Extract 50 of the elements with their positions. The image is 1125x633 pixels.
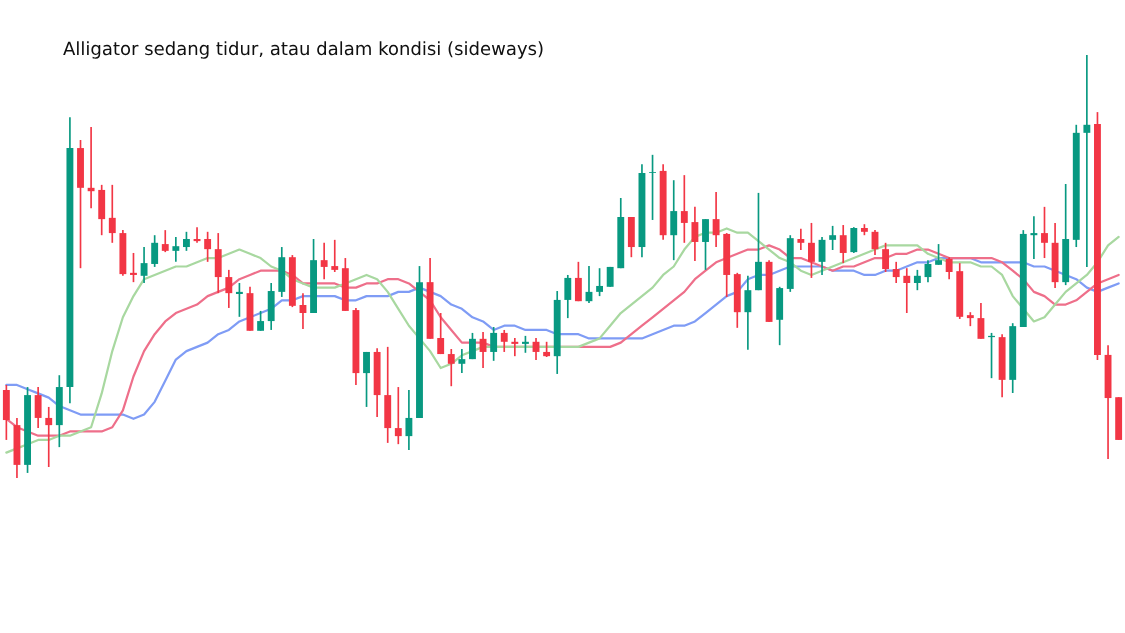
candlestick	[935, 243, 942, 266]
candlestick	[140, 246, 148, 284]
candlestick	[394, 386, 402, 445]
candlestick	[161, 229, 169, 253]
candlestick	[183, 230, 190, 252]
candlestick	[458, 348, 466, 374]
candlestick	[564, 274, 572, 319]
candlestick	[87, 126, 95, 209]
candlestick	[808, 222, 815, 279]
candlestick	[469, 332, 476, 360]
candlestick	[108, 184, 116, 244]
candlestick	[1041, 206, 1048, 259]
candlestick	[363, 351, 370, 408]
candlestick	[882, 241, 890, 273]
candlestick	[702, 218, 709, 271]
candlestick	[320, 241, 328, 281]
candlestick	[712, 191, 720, 248]
candlestick	[903, 267, 911, 314]
candlestick	[151, 234, 159, 268]
candlestick	[130, 252, 137, 283]
candlestick	[204, 230, 212, 263]
candlestick	[1083, 54, 1091, 268]
candlestick	[172, 236, 180, 263]
candlestick	[45, 406, 53, 468]
candlestick	[596, 267, 604, 297]
candlestick	[235, 282, 243, 318]
candlestick	[405, 389, 413, 451]
candlestick	[225, 269, 233, 309]
candlestick	[977, 302, 985, 340]
chart-title: Alligator sedang tidur, atau dalam kondisi (sideways)	[63, 41, 543, 59]
candlestick	[680, 174, 688, 244]
candlestick	[511, 337, 519, 358]
candlestick	[744, 274, 752, 351]
candlestick	[649, 153, 656, 221]
candlestick	[829, 225, 837, 251]
candlestick	[892, 261, 900, 284]
candlestick	[257, 310, 265, 332]
candlestick	[437, 312, 445, 355]
candlestick	[447, 348, 455, 388]
candlestick	[913, 269, 921, 292]
candlestick	[839, 224, 847, 264]
candlestick	[34, 386, 42, 429]
candlestick	[1030, 215, 1038, 260]
candlestick	[574, 261, 582, 303]
candlestick	[500, 329, 508, 353]
candlestick	[331, 239, 339, 273]
candlestick	[945, 256, 953, 281]
candlestick	[691, 206, 699, 262]
candlestick	[490, 326, 498, 362]
candlestick	[797, 228, 805, 251]
